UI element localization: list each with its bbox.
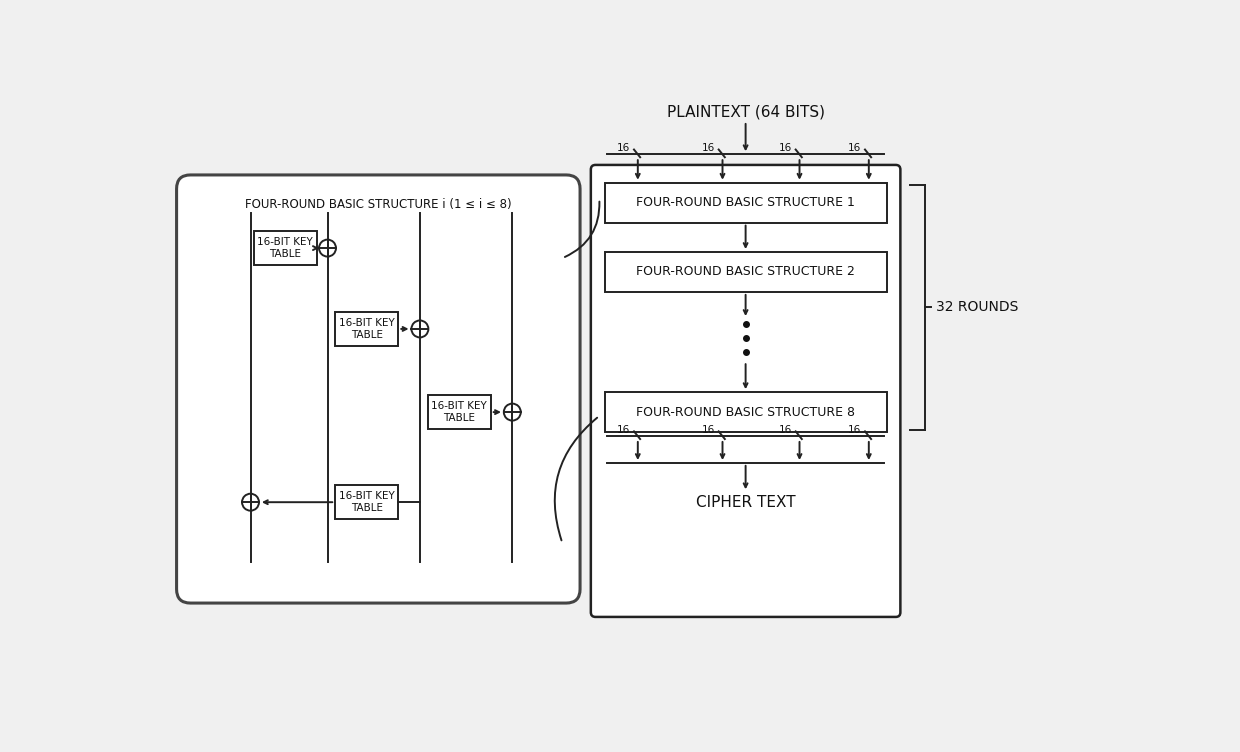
Text: 16-BIT KEY
TABLE: 16-BIT KEY TABLE (339, 491, 394, 514)
Bar (253, 231, 316, 265)
Text: 16-BIT KEY
TABLE: 16-BIT KEY TABLE (257, 237, 312, 259)
Text: PLAINTEXT (64 BITS): PLAINTEXT (64 BITS) (667, 105, 825, 120)
Text: 16: 16 (702, 425, 714, 435)
FancyBboxPatch shape (176, 175, 580, 603)
Bar (605, 183, 887, 223)
Text: 16-BIT KEY
TABLE: 16-BIT KEY TABLE (432, 401, 487, 423)
Text: FOUR-ROUND BASIC STRUCTURE 2: FOUR-ROUND BASIC STRUCTURE 2 (636, 265, 856, 278)
Text: 16: 16 (848, 143, 861, 153)
Bar (335, 312, 398, 346)
Text: 16: 16 (779, 143, 792, 153)
FancyBboxPatch shape (590, 165, 900, 617)
Bar (428, 395, 491, 429)
Bar (335, 485, 398, 519)
Bar (605, 392, 887, 432)
Text: 16: 16 (616, 425, 630, 435)
Text: CIPHER TEXT: CIPHER TEXT (696, 496, 795, 511)
Bar (605, 252, 887, 292)
Text: FOUR-ROUND BASIC STRUCTURE 8: FOUR-ROUND BASIC STRUCTURE 8 (636, 405, 856, 419)
Text: 16: 16 (702, 143, 714, 153)
Text: FOUR-ROUND BASIC STRUCTURE i (1 ≤ i ≤ 8): FOUR-ROUND BASIC STRUCTURE i (1 ≤ i ≤ 8) (246, 198, 512, 211)
Text: 32 ROUNDS: 32 ROUNDS (936, 300, 1018, 314)
Text: 16: 16 (848, 425, 861, 435)
Text: 16: 16 (779, 425, 792, 435)
Text: FOUR-ROUND BASIC STRUCTURE 1: FOUR-ROUND BASIC STRUCTURE 1 (636, 196, 856, 209)
Text: 16-BIT KEY
TABLE: 16-BIT KEY TABLE (339, 318, 394, 340)
Text: 16: 16 (616, 143, 630, 153)
